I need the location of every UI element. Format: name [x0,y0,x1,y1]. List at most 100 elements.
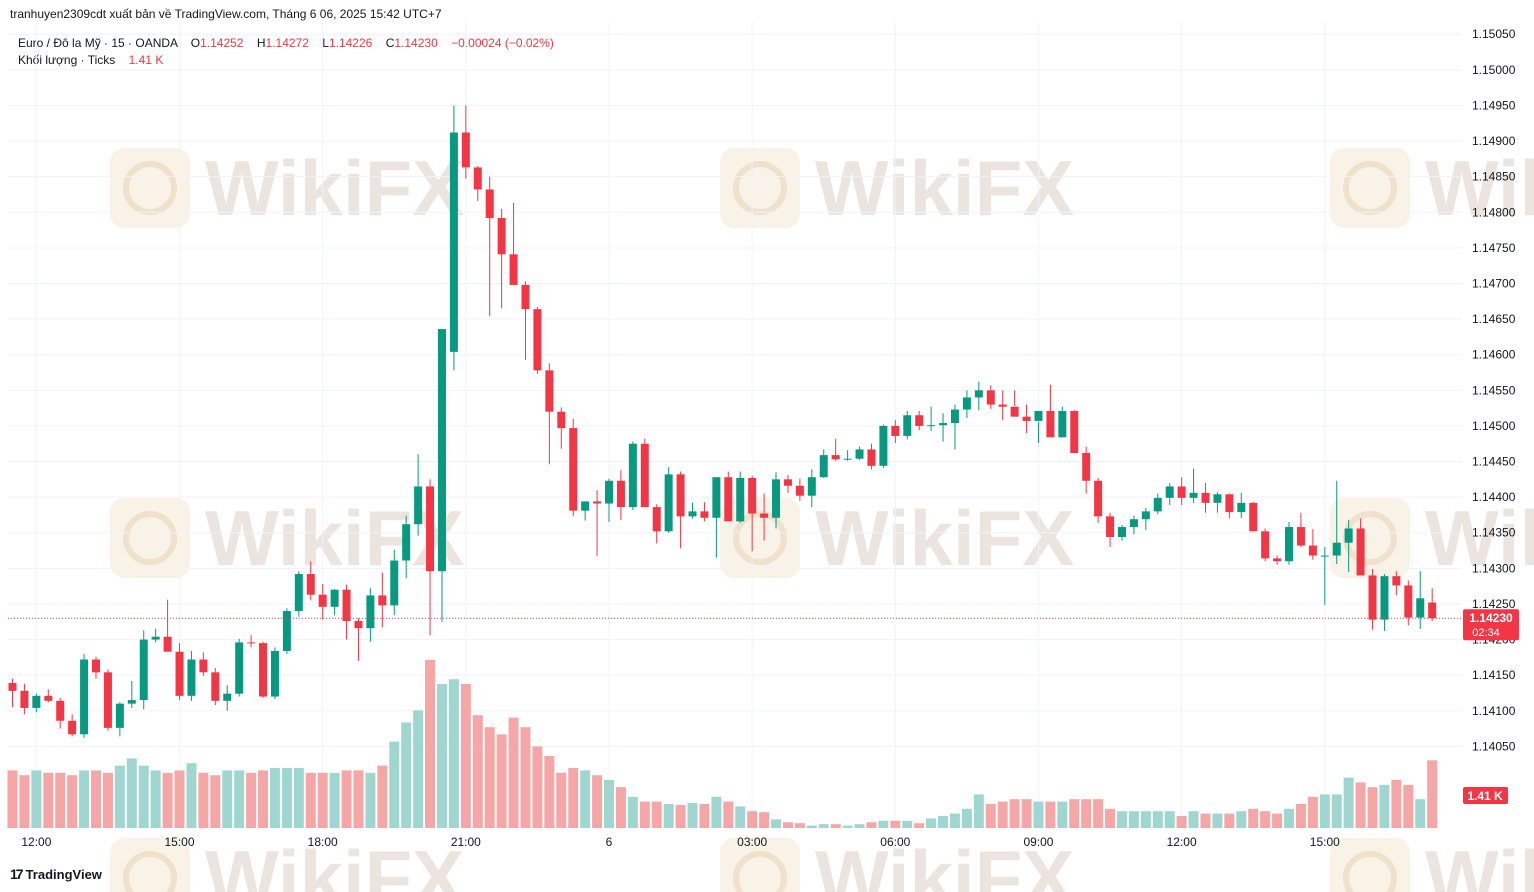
candle-body [569,428,578,511]
watermark-logo-ring [733,511,787,565]
candle-body [44,695,53,701]
volume-bar [1331,794,1342,828]
candle-body [605,480,613,504]
volume-bar [747,811,758,828]
volume-bar [818,824,829,828]
candle-body [235,642,244,694]
volume-bar [1224,813,1235,828]
candle-body [1308,545,1317,556]
candle-body [354,621,363,629]
candle-body [1285,527,1294,562]
y-tick-label: 1.15050 [1472,27,1516,41]
candle-body [127,700,136,704]
candle-body [950,409,959,424]
volume-bar [472,715,483,828]
candle-body [1034,410,1043,421]
volume-bar [1045,801,1056,828]
candle-body [843,458,852,460]
volume-bar [1128,811,1139,828]
candle-body [1046,410,1055,438]
volume-bar [1057,801,1068,828]
candle-body [748,477,757,514]
tradingview-footer[interactable]: 17 TradingView [10,866,102,882]
y-tick-label: 1.14150 [1472,668,1516,682]
candle-body [306,574,315,595]
candle-body [414,486,423,525]
candle-body [175,651,184,696]
candle-body [1201,492,1210,503]
close-value: 1.14230 [394,36,438,50]
candle-body [115,703,124,728]
watermark-logo-ring [1343,851,1397,892]
x-tick-label: 06:00 [880,835,910,849]
volume-bar [1105,808,1116,828]
price-tag-box [1463,609,1519,641]
volume-bar [1355,782,1366,828]
candle-body [831,455,840,460]
candle-body [593,501,602,504]
tradingview-brand: TradingView [25,866,102,882]
candle-body [736,477,745,522]
volume-bar [854,824,865,828]
candle-body [819,455,828,478]
candle-body [712,477,721,518]
volume-bar [592,775,603,828]
candle-body [318,594,327,607]
volume-bar [365,772,376,828]
volume-bar [484,727,495,828]
change-value: −0.00024 (−0.02%) [451,36,554,50]
volume-bar [1093,799,1104,828]
volume-bar [615,787,626,828]
candle-body [223,693,232,701]
candle-body [68,720,77,735]
candle-body [760,513,769,518]
volume-bar [890,820,901,828]
candle-body [1129,519,1138,528]
x-tick-label: 03:00 [737,835,767,849]
volume-bar [102,772,113,828]
volume-bar [1140,811,1151,828]
candle-body [1320,555,1329,557]
candle-body [1082,452,1091,481]
volume-bar [830,824,841,828]
volume-bar [317,772,328,828]
candle-body [366,595,375,629]
volume-bar [460,684,471,828]
ohlc-row: Euro / Đô la Mỹ · 15 · OANDA O1.14252 H1… [18,35,554,52]
volume-bar [794,823,805,828]
candle-body [1237,502,1246,513]
volume-bar [544,756,555,828]
candle-body [390,560,399,606]
volume-bar [1176,816,1187,828]
volume-row: Khối lượng · Ticks 1.41 K [18,52,554,69]
candle-body [342,589,351,622]
volume-bar [1379,784,1390,828]
volume-bar [1212,813,1223,828]
candle-body [1213,494,1222,503]
volume-bar [329,772,340,828]
candle-body [915,415,924,426]
close-label: C [385,36,395,50]
volume-bar [79,770,90,828]
candle-body [139,639,148,701]
volume-bar [377,765,388,828]
volume-bar [174,770,185,828]
candle-body [32,695,41,708]
candle-body [1428,602,1437,619]
volume-bar [1295,804,1306,828]
volume-bar [281,768,292,828]
candle-body [533,309,542,371]
volume-bar [1343,777,1354,828]
candle-body [927,425,936,427]
candle-body [1225,494,1234,513]
volume-value: 1.41 K [128,53,164,67]
candle-body [1153,497,1162,512]
volume-bar [1164,811,1175,828]
candle-body [1141,511,1150,520]
y-tick-label: 1.14900 [1472,134,1516,148]
candle-body [903,415,912,436]
symbol-label[interactable]: Euro / Đô la Mỹ · 15 · OANDA [18,36,178,50]
volume-bar [1200,813,1211,828]
wikifx-watermark: WikiFX [1330,144,1534,232]
